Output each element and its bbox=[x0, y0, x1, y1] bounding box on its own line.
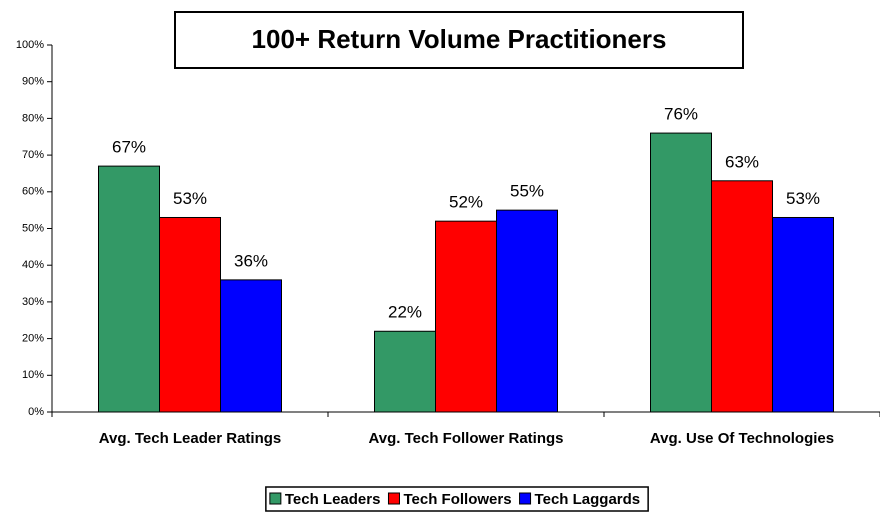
legend-box bbox=[265, 486, 649, 512]
legend-swatch bbox=[269, 492, 282, 505]
y-tick-label: 40% bbox=[22, 259, 44, 271]
y-tick-label: 80% bbox=[22, 112, 44, 124]
legend: Tech Leaders Tech Followers Tech Laggards bbox=[265, 486, 649, 512]
title-box bbox=[174, 11, 744, 69]
legend-label: Tech Followers bbox=[403, 491, 511, 508]
y-tick-label: 100% bbox=[16, 39, 44, 51]
value-label: 52% bbox=[449, 193, 483, 212]
bar bbox=[772, 216, 834, 413]
bar bbox=[496, 209, 558, 413]
legend-swatch bbox=[387, 492, 400, 505]
value-label: 67% bbox=[112, 138, 146, 157]
value-label: 36% bbox=[234, 251, 268, 270]
y-tick-label: 30% bbox=[22, 296, 44, 308]
value-label: 55% bbox=[510, 182, 544, 201]
y-tick-label: 10% bbox=[22, 369, 44, 381]
y-tick-label: 90% bbox=[22, 76, 44, 88]
legend-label: Tech Leaders bbox=[285, 491, 381, 508]
value-label: 76% bbox=[664, 105, 698, 124]
bar bbox=[435, 220, 497, 413]
bar bbox=[374, 330, 436, 413]
legend-swatch bbox=[519, 492, 532, 505]
bar bbox=[159, 216, 221, 413]
bar bbox=[98, 165, 160, 413]
legend-label: Tech Laggards bbox=[535, 491, 641, 508]
x-tick-label: Avg. Tech Leader Ratings bbox=[99, 430, 282, 447]
bar bbox=[650, 132, 712, 413]
bar bbox=[220, 279, 282, 413]
y-tick-label: 0% bbox=[28, 406, 44, 418]
value-label: 63% bbox=[725, 152, 759, 171]
chart-title: 100+ Return Volume Practitioners bbox=[252, 24, 667, 54]
bar bbox=[711, 180, 773, 413]
value-label: 53% bbox=[173, 189, 207, 208]
x-tick-label: Avg. Tech Follower Ratings bbox=[368, 430, 563, 447]
y-tick-label: 20% bbox=[22, 333, 44, 345]
y-tick-label: 50% bbox=[22, 222, 44, 234]
y-tick-label: 70% bbox=[22, 149, 44, 161]
y-tick-label: 60% bbox=[22, 186, 44, 198]
value-label: 53% bbox=[786, 189, 820, 208]
value-label: 22% bbox=[388, 303, 422, 322]
x-tick-label: Avg. Use Of Technologies bbox=[650, 430, 834, 447]
